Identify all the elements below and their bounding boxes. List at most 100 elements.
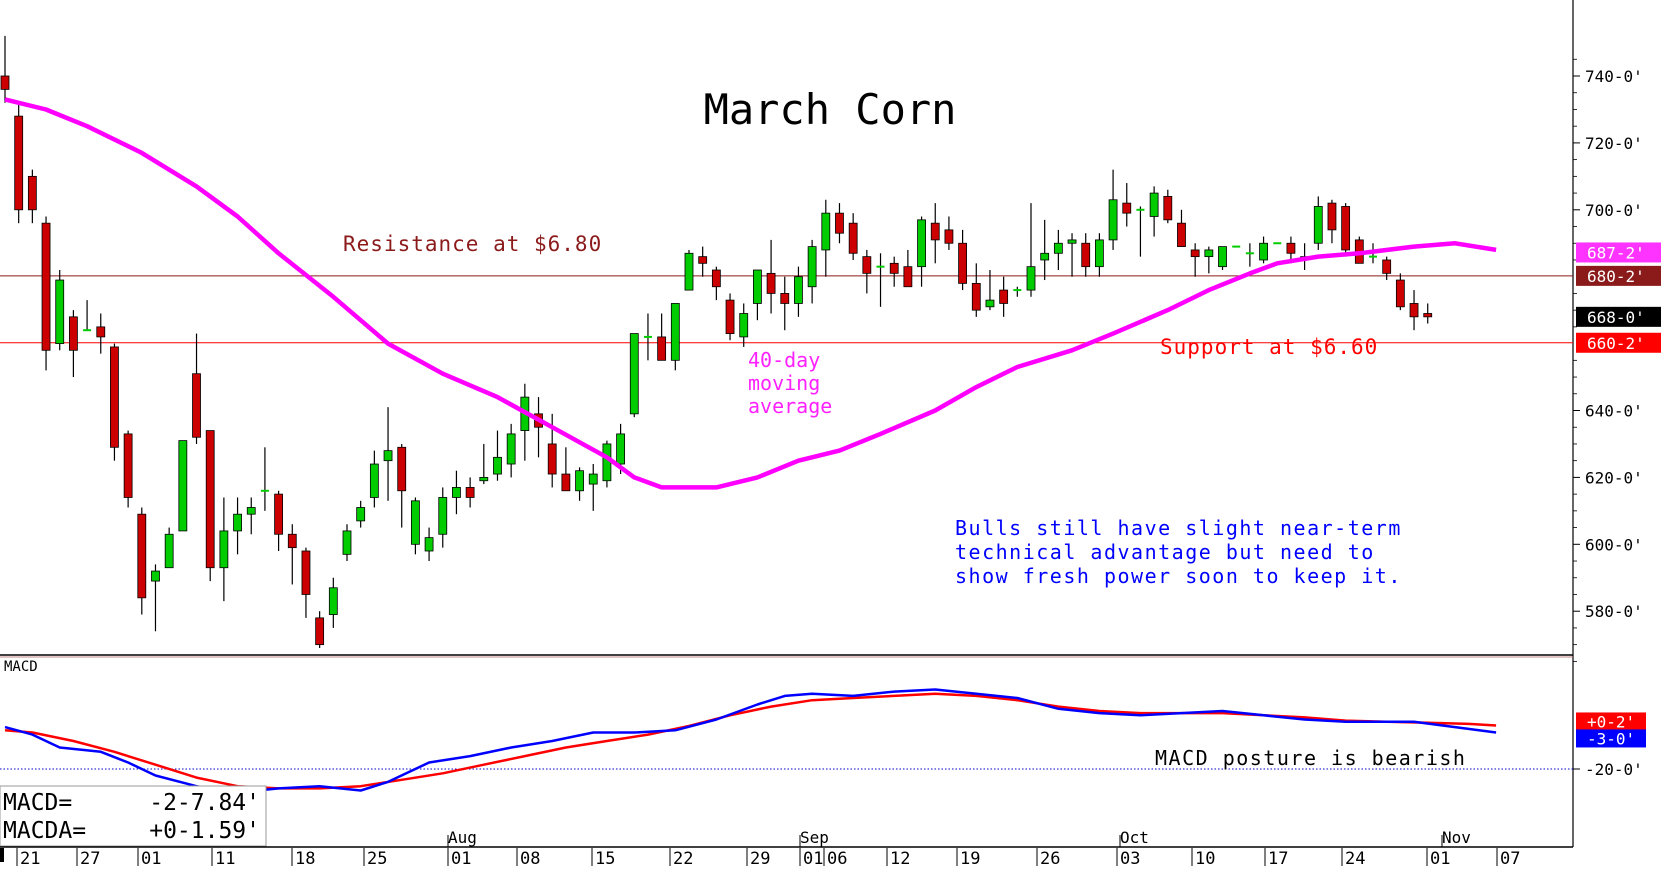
candle-body xyxy=(1067,239,1077,244)
candle xyxy=(383,407,393,501)
candle-body xyxy=(753,269,762,304)
x-month-label: Nov xyxy=(1442,828,1471,847)
candle-body xyxy=(55,279,65,345)
y-tick-label: 620-0' xyxy=(1585,468,1643,487)
candle-body xyxy=(178,440,188,532)
candle xyxy=(684,249,694,291)
candle xyxy=(889,256,899,287)
candle-body xyxy=(328,587,338,615)
chart-title: March Corn xyxy=(704,85,957,134)
macd-legend-label: MACD= xyxy=(3,790,72,816)
candle-body xyxy=(438,497,448,535)
candle xyxy=(985,270,995,311)
candle xyxy=(479,443,489,485)
candle xyxy=(1067,233,1077,277)
candle xyxy=(725,293,735,341)
candle xyxy=(1053,229,1063,271)
x-day-label: 24 xyxy=(1345,849,1365,869)
candle xyxy=(1095,233,1104,277)
macd-legend-box xyxy=(0,785,267,847)
candle-body xyxy=(588,473,598,485)
candle-body xyxy=(862,256,872,274)
candle xyxy=(356,500,366,528)
candle-body xyxy=(602,443,612,482)
x-day-label: 26 xyxy=(1040,849,1060,869)
macd-price-tag xyxy=(1576,729,1646,748)
candle xyxy=(14,102,24,224)
macd-panel: MACD -20-0' +0-2'-3-0' MACD posture is bear… xyxy=(0,659,1646,847)
candle-body xyxy=(766,272,776,294)
scroll-marker xyxy=(0,848,4,862)
candle-body xyxy=(1409,303,1419,318)
candle-body xyxy=(1163,196,1173,221)
candle-body xyxy=(14,115,24,211)
candle-body xyxy=(192,373,201,438)
price-tag-label: 687-2' xyxy=(1587,243,1645,262)
candle xyxy=(315,611,325,648)
candle-body xyxy=(369,463,379,498)
candle xyxy=(246,497,256,535)
moving-average-line xyxy=(4,97,1497,490)
candle xyxy=(83,300,92,332)
candle-body xyxy=(848,222,858,254)
candle xyxy=(944,216,954,250)
support-label: Support at $6.60 xyxy=(1160,335,1378,359)
candle-body xyxy=(397,446,407,492)
candle xyxy=(930,203,940,264)
candle-body xyxy=(999,289,1009,304)
candle-body xyxy=(1341,206,1351,251)
candle xyxy=(807,239,817,304)
candle-body xyxy=(315,617,325,646)
candle xyxy=(1190,243,1200,277)
x-day-label: 11 xyxy=(215,849,235,869)
candle xyxy=(971,263,981,317)
candle xyxy=(780,276,790,331)
candle-body xyxy=(219,530,229,569)
candle xyxy=(0,35,10,103)
candle xyxy=(55,270,65,351)
macd-y-tick-label: -20-0' xyxy=(1585,760,1643,779)
candle-body xyxy=(137,513,147,599)
candle xyxy=(876,253,885,307)
candle-body xyxy=(465,487,475,498)
candle xyxy=(766,239,776,314)
price-tag xyxy=(1576,265,1661,286)
candle xyxy=(493,430,502,481)
macd-price-tag-label: +0-2' xyxy=(1587,712,1635,731)
y-tick-label: 600-0' xyxy=(1585,535,1643,554)
x-month-label: Aug xyxy=(448,828,477,847)
candle-body xyxy=(1026,266,1036,291)
x-month-label: Oct xyxy=(1120,828,1149,847)
date-axis: 21 27 01 11 18 25 01 08 15 22 29 01 06 12 19 26 03 10 17 24… xyxy=(0,828,1573,869)
price-tag-label: 680-2' xyxy=(1587,267,1645,286)
candle xyxy=(1409,290,1419,331)
x-day-label: 01 xyxy=(141,849,161,869)
candle xyxy=(424,527,434,562)
candle-body xyxy=(274,493,284,535)
x-day-label: 10 xyxy=(1195,849,1215,869)
candle-body xyxy=(383,450,393,462)
x-day-label: 29 xyxy=(750,849,770,869)
candle xyxy=(1108,169,1118,250)
candle xyxy=(151,564,160,632)
bulls-annotation: technical advantage but need to xyxy=(955,540,1375,564)
candle xyxy=(1327,199,1337,244)
x-day-label: 03 xyxy=(1120,849,1140,869)
candle xyxy=(903,249,913,288)
candle xyxy=(1245,243,1254,267)
candle xyxy=(219,497,229,602)
candle-body xyxy=(711,269,721,288)
price-tag xyxy=(1576,332,1661,353)
candle-body xyxy=(1108,199,1118,241)
candle-body xyxy=(164,533,174,569)
candle-body xyxy=(903,266,913,288)
candle xyxy=(821,199,831,277)
candle-body xyxy=(794,276,803,304)
candle-body xyxy=(1081,242,1091,268)
candle-body xyxy=(1122,202,1132,214)
candle-body xyxy=(506,433,516,465)
candle-body xyxy=(616,433,625,465)
bulls-annotation: show fresh power soon to keep it. xyxy=(955,564,1402,588)
candle xyxy=(670,303,680,371)
